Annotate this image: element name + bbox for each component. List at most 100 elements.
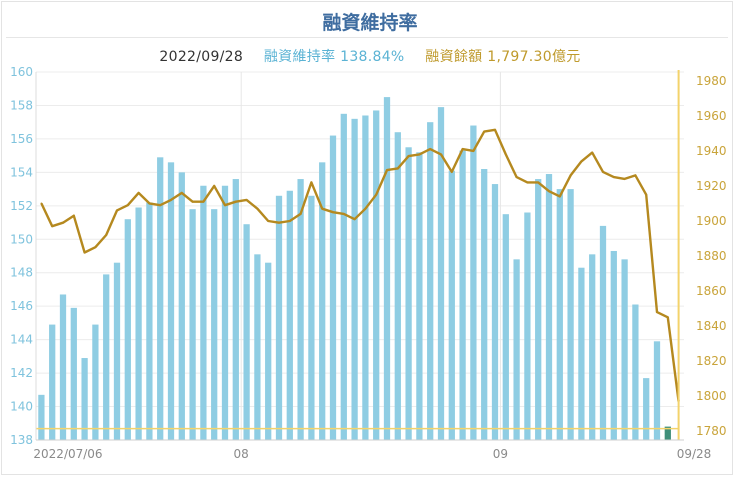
bar[interactable] (297, 179, 304, 440)
bar[interactable] (319, 162, 326, 440)
line-point[interactable] (191, 200, 194, 203)
line-point[interactable] (342, 213, 345, 215)
bar[interactable] (578, 267, 585, 440)
line-point[interactable] (645, 193, 648, 196)
line-series[interactable] (40, 128, 680, 403)
line-point[interactable] (310, 181, 313, 184)
bar[interactable] (351, 118, 358, 440)
bar[interactable] (470, 125, 477, 440)
line-point[interactable] (159, 204, 162, 207)
bar[interactable] (643, 378, 650, 440)
line-point[interactable] (580, 160, 583, 163)
bar[interactable] (146, 202, 153, 440)
bar[interactable] (200, 185, 207, 440)
line-point[interactable] (407, 155, 410, 158)
line-point[interactable] (666, 316, 669, 319)
line-point[interactable] (51, 225, 54, 228)
line-point[interactable] (429, 148, 432, 151)
bar[interactable] (459, 150, 466, 441)
line-point[interactable] (267, 220, 270, 222)
bar[interactable] (308, 195, 315, 440)
line-point[interactable] (40, 202, 43, 205)
line-point[interactable] (288, 220, 291, 222)
line-point[interactable] (418, 153, 421, 156)
line-point[interactable] (202, 200, 205, 203)
bar[interactable] (405, 147, 412, 441)
line-point[interactable] (72, 214, 75, 217)
bar[interactable] (135, 207, 142, 440)
line-point[interactable] (137, 192, 140, 194)
bar[interactable] (653, 341, 661, 440)
line-point[interactable] (375, 193, 378, 196)
line-point[interactable] (213, 185, 216, 187)
bar[interactable] (416, 152, 423, 441)
bar[interactable] (481, 169, 488, 440)
bar-series[interactable] (38, 97, 671, 441)
bar[interactable] (535, 179, 542, 440)
line-point[interactable] (170, 199, 172, 201)
bar[interactable] (340, 113, 347, 441)
line-point[interactable] (278, 221, 280, 224)
bar[interactable] (329, 135, 337, 440)
line-point[interactable] (634, 174, 637, 177)
line-point[interactable] (569, 174, 572, 177)
line-point[interactable] (623, 177, 626, 180)
bar[interactable] (167, 162, 175, 440)
bar[interactable] (124, 219, 131, 440)
bar[interactable] (599, 225, 607, 440)
bar[interactable] (610, 250, 617, 440)
bar[interactable] (664, 426, 671, 440)
bar[interactable] (189, 209, 196, 440)
bar[interactable] (373, 110, 380, 441)
bar[interactable] (254, 254, 261, 440)
bar[interactable] (394, 132, 401, 440)
line-point[interactable] (537, 181, 540, 184)
line-point[interactable] (234, 200, 237, 203)
line-point[interactable] (321, 207, 324, 210)
bar[interactable] (49, 324, 56, 440)
bar[interactable] (383, 97, 391, 440)
bar[interactable] (265, 262, 272, 440)
bar[interactable] (70, 307, 77, 440)
line-point[interactable] (245, 199, 248, 201)
line-point[interactable] (440, 153, 442, 156)
bar[interactable] (92, 324, 99, 440)
bar[interactable] (211, 209, 218, 440)
line-point[interactable] (126, 204, 129, 207)
bar[interactable] (427, 122, 434, 440)
line-point[interactable] (83, 251, 86, 254)
line-point[interactable] (515, 176, 518, 179)
line-point[interactable] (116, 209, 118, 212)
line-point[interactable] (353, 218, 356, 221)
line-point[interactable] (504, 153, 507, 156)
line-point[interactable] (94, 246, 97, 249)
bar[interactable] (178, 172, 185, 440)
bar[interactable] (491, 184, 499, 440)
bar[interactable] (502, 214, 509, 440)
line-point[interactable] (602, 170, 604, 173)
bar[interactable] (275, 195, 283, 440)
bar[interactable] (556, 189, 563, 440)
bar[interactable] (567, 189, 574, 440)
line-point[interactable] (105, 234, 108, 236)
line-point[interactable] (386, 169, 388, 172)
bar[interactable] (632, 304, 639, 440)
bar[interactable] (362, 115, 369, 440)
bar[interactable] (113, 262, 121, 440)
line-point[interactable] (62, 221, 64, 224)
line-point[interactable] (299, 213, 302, 215)
bar[interactable] (232, 179, 239, 440)
bar[interactable] (621, 259, 628, 440)
line-point[interactable] (396, 167, 399, 170)
line-point[interactable] (548, 190, 550, 193)
line-point[interactable] (180, 192, 183, 194)
bar[interactable] (589, 254, 596, 440)
line-point[interactable] (494, 128, 496, 131)
bar[interactable] (103, 274, 110, 440)
line-point[interactable] (332, 211, 334, 214)
bar[interactable] (448, 170, 455, 440)
bar[interactable] (59, 294, 67, 440)
bar[interactable] (545, 174, 553, 440)
line-point[interactable] (526, 181, 529, 184)
